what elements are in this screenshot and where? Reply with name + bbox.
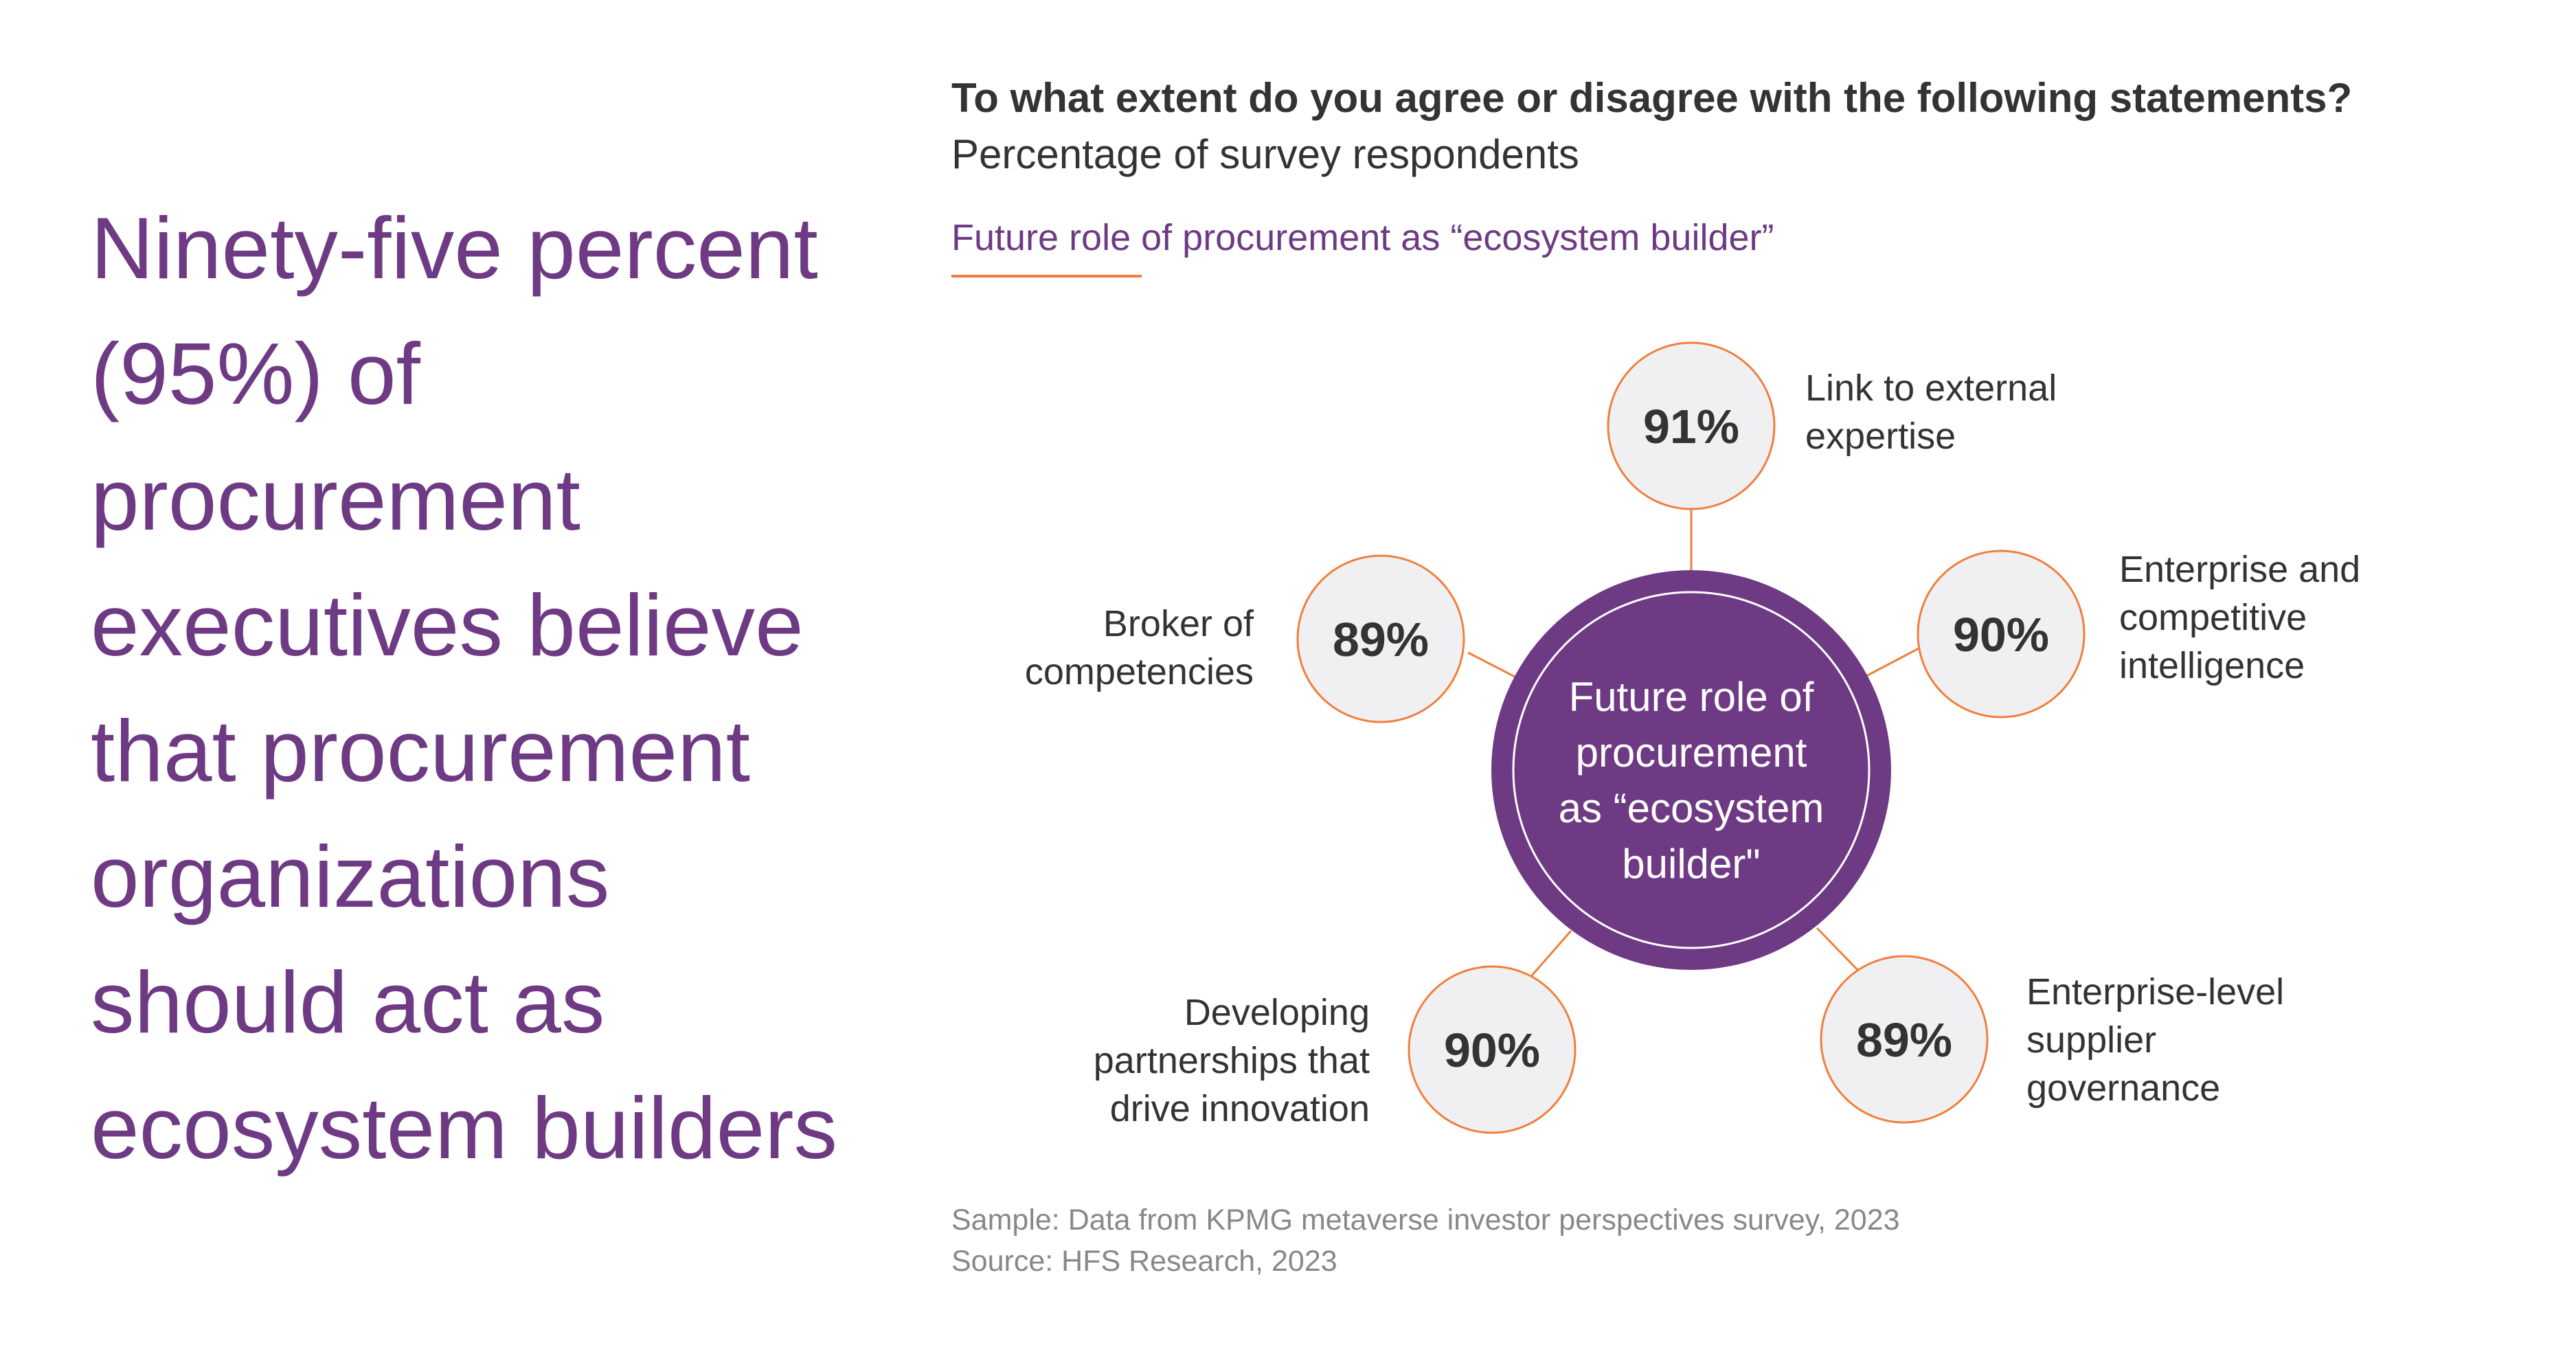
node-label-line: competitive	[2119, 597, 2307, 638]
headline-line: ecosystem builders	[91, 1079, 838, 1177]
node-label-line: Developing	[1184, 992, 1370, 1033]
node-value: 90%	[1444, 1024, 1540, 1077]
center-label-line: Future role of	[1569, 674, 1814, 720]
center-label-line: builder"	[1622, 841, 1760, 887]
node-circle	[1820, 955, 1989, 1124]
headline: Ninety-five percent (95%) of procurement…	[91, 185, 936, 1191]
center-label-line: procurement	[1576, 730, 1807, 776]
node-value: 91%	[1643, 400, 1739, 453]
node-enterprise-competitive-intelligence: 90% Enterprise and competitive intellige…	[1917, 549, 2360, 719]
connectors	[1467, 510, 1919, 977]
node-label-line: drive innovation	[1110, 1088, 1370, 1129]
node-label-line: Link to external	[1805, 368, 2057, 409]
section-label: Future role of procurement as “ecosystem…	[951, 217, 1774, 258]
node-circle	[1607, 341, 1776, 510]
question-title: To what extent do you agree or disagree …	[951, 75, 2353, 121]
headline-line: should act as	[91, 953, 605, 1051]
connector-line	[1816, 927, 1864, 977]
node-label-line: supplier	[2026, 1019, 2156, 1061]
node-developing-partnerships: 90% Developing partnerships that drive i…	[1094, 965, 1577, 1134]
question-subtitle: Percentage of survey respondents	[951, 131, 1579, 177]
headline-line: (95%) of	[91, 325, 420, 422]
node-circle	[1408, 965, 1577, 1134]
node-label-line: governance	[2026, 1067, 2220, 1109]
center-circle	[1491, 570, 1891, 970]
node-label-line: expertise	[1805, 416, 1956, 457]
node-value: 90%	[1953, 608, 2049, 662]
node-label-line: Enterprise-level	[2026, 971, 2284, 1013]
headline-line: that procurement	[91, 702, 751, 800]
headline-line: Ninety-five percent	[91, 199, 818, 297]
node-circle	[1917, 550, 2086, 719]
node-value: 89%	[1856, 1013, 1952, 1067]
footnote-source: Source: HFS Research, 2023	[951, 1245, 1337, 1278]
node-enterprise-level-supplier-governance: 89% Enterprise-level supplier governance	[1820, 955, 2284, 1124]
connector-line	[1866, 647, 1919, 677]
node-label-line: Enterprise and	[2119, 549, 2360, 590]
node-link-to-external-expertise: 91% Link to external expertise	[1607, 341, 2057, 510]
node-label-line: intelligence	[2119, 645, 2305, 686]
center-inner-ring	[1512, 591, 1871, 949]
headline-line: executives believe	[91, 576, 804, 674]
section-underline	[951, 275, 1142, 278]
connector-line	[1467, 651, 1515, 678]
footnote-sample: Sample: Data from KPMG metaverse investo…	[951, 1203, 1900, 1236]
node-value: 89%	[1333, 613, 1429, 666]
center-label-line: as “ecosystem	[1559, 785, 1824, 831]
node-label-line: Broker of	[1103, 603, 1254, 644]
connector-line	[1530, 930, 1572, 976]
node-broker-of-competencies: 89% Broker of competencies	[1025, 554, 1465, 723]
node-label-line: partnerships that	[1094, 1040, 1370, 1081]
headline-line: procurement	[91, 451, 580, 548]
node-circle	[1296, 554, 1465, 723]
node-label-line: competencies	[1025, 651, 1254, 692]
headline-line: organizations	[91, 828, 610, 925]
center-node: Future role of procurement as “ecosystem…	[1491, 570, 1891, 970]
